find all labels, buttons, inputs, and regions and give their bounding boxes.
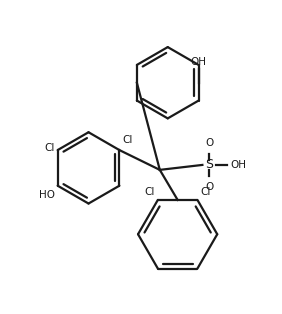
Text: Cl: Cl xyxy=(44,143,55,153)
Text: OH: OH xyxy=(191,57,207,67)
Text: OH: OH xyxy=(230,160,246,170)
Text: O: O xyxy=(205,182,213,192)
Text: Cl: Cl xyxy=(144,187,155,197)
Text: Cl: Cl xyxy=(201,187,211,197)
Text: HO: HO xyxy=(39,190,55,200)
Text: O: O xyxy=(205,138,213,148)
Text: Cl: Cl xyxy=(122,135,133,145)
Text: S: S xyxy=(205,159,213,171)
